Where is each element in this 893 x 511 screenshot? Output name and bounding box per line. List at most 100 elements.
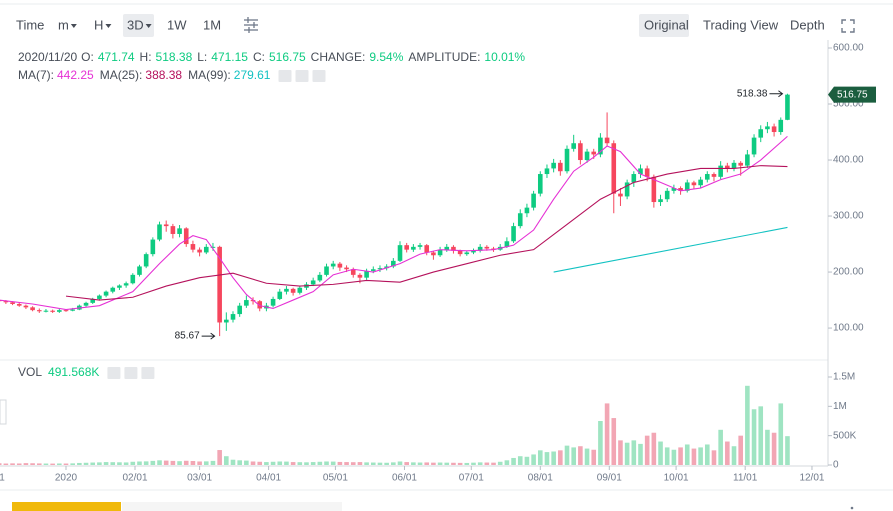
volume-bar bbox=[123, 462, 129, 465]
candle-body bbox=[324, 266, 329, 275]
volume-bar bbox=[497, 461, 503, 465]
candle-body bbox=[591, 151, 597, 155]
interval-button[interactable]: 1M bbox=[203, 17, 221, 32]
candle-body bbox=[143, 254, 149, 267]
candle-body bbox=[157, 224, 162, 240]
candle-body bbox=[504, 241, 510, 247]
volume-bar bbox=[103, 462, 109, 465]
header-text: 9.54% bbox=[369, 50, 403, 64]
view-button[interactable]: Depth bbox=[790, 17, 825, 32]
candle-body bbox=[424, 245, 430, 253]
candle-body bbox=[751, 137, 757, 155]
x-tick-label: 02/01 bbox=[122, 473, 147, 484]
volume-bar bbox=[457, 462, 463, 465]
x-tick-label: 03/01 bbox=[187, 473, 212, 484]
volume-bar bbox=[644, 435, 650, 465]
volume-bar bbox=[270, 461, 276, 465]
volume-bar bbox=[203, 461, 209, 465]
volume-bar bbox=[738, 435, 743, 465]
candle-body bbox=[163, 224, 169, 227]
candle-body bbox=[130, 274, 136, 284]
header-text: 516.75 bbox=[269, 50, 306, 64]
candle-body bbox=[658, 199, 663, 203]
candle-body bbox=[377, 268, 383, 270]
volume-bar bbox=[511, 457, 516, 465]
y-tick-label: 300.00 bbox=[833, 211, 864, 222]
candle-body bbox=[517, 213, 523, 227]
volume-bar bbox=[537, 450, 543, 465]
candle-body bbox=[344, 267, 349, 270]
moving-average bbox=[0, 135, 788, 311]
volume-bar bbox=[90, 462, 96, 465]
fullscreen-icon[interactable] bbox=[841, 19, 855, 33]
x-tick-label: 06/01 bbox=[392, 473, 417, 484]
tab[interactable] bbox=[122, 502, 342, 511]
volume-bar bbox=[190, 461, 196, 465]
candle-body bbox=[457, 250, 463, 255]
side-handle[interactable] bbox=[0, 399, 7, 425]
indicator-icon[interactable] bbox=[141, 367, 155, 379]
settings-icon[interactable] bbox=[244, 17, 258, 33]
indicator-icon[interactable] bbox=[278, 70, 292, 82]
candle-body bbox=[137, 266, 142, 275]
indicator-icon[interactable] bbox=[295, 70, 309, 82]
candle-body bbox=[551, 162, 556, 169]
volume-bar bbox=[330, 461, 336, 465]
active-tab[interactable] bbox=[12, 502, 121, 511]
volume-bar bbox=[598, 421, 603, 465]
interval-button[interactable]: m bbox=[58, 17, 69, 32]
candle-body bbox=[524, 207, 530, 214]
candle-body bbox=[771, 126, 777, 133]
header-text: L: bbox=[197, 50, 207, 64]
candle-body bbox=[16, 303, 22, 306]
candle-body bbox=[257, 301, 263, 309]
candle-body bbox=[664, 190, 670, 200]
volume-bar bbox=[785, 436, 790, 465]
candle-body bbox=[431, 252, 436, 256]
vol-tick-label: 1M bbox=[833, 401, 847, 412]
candle-body bbox=[103, 291, 109, 296]
header-text: AMPLITUDE: bbox=[408, 50, 480, 64]
candle-body bbox=[391, 260, 396, 267]
view-button[interactable]: Trading View bbox=[703, 17, 779, 32]
candle-body bbox=[270, 298, 276, 306]
price-tag-label: 516.75 bbox=[837, 89, 868, 100]
candle-body bbox=[36, 310, 42, 312]
header-text: 471.74 bbox=[98, 50, 135, 64]
interval-button[interactable]: 1W bbox=[167, 17, 187, 32]
indicator-icon[interactable] bbox=[107, 367, 121, 379]
candle-body bbox=[558, 162, 563, 172]
interval-button[interactable]: 3D bbox=[127, 17, 144, 32]
volume-bar bbox=[16, 463, 22, 465]
candle-body bbox=[297, 287, 303, 293]
candle-body bbox=[357, 274, 363, 278]
candle-body bbox=[90, 298, 96, 303]
candle-body bbox=[350, 269, 356, 275]
moving-average bbox=[65, 165, 788, 301]
view-button[interactable]: Original bbox=[644, 17, 689, 32]
y-tick-label: 600.00 bbox=[833, 43, 864, 54]
candle-body bbox=[651, 176, 657, 203]
volume-bar bbox=[391, 462, 396, 465]
candle-body bbox=[738, 162, 743, 166]
candle-body bbox=[230, 314, 236, 320]
interval-button[interactable]: Time bbox=[16, 17, 44, 32]
volume-bar bbox=[778, 403, 784, 465]
indicator-icon[interactable] bbox=[124, 367, 138, 379]
candle-body bbox=[244, 300, 249, 306]
volume-bar bbox=[684, 444, 690, 465]
volume-bar bbox=[284, 461, 289, 465]
volume-bar bbox=[437, 462, 443, 465]
volume-bar bbox=[324, 461, 329, 465]
volume-bar bbox=[658, 441, 663, 465]
interval-button[interactable]: H bbox=[94, 17, 103, 32]
volume-bar bbox=[571, 447, 576, 465]
volume-bar bbox=[143, 461, 149, 465]
candle-body bbox=[411, 246, 416, 250]
volume-bar bbox=[491, 462, 496, 465]
volume-bar bbox=[43, 463, 49, 465]
indicator-icon[interactable] bbox=[312, 70, 326, 82]
volume-bar bbox=[310, 462, 316, 465]
volume-bar bbox=[725, 441, 730, 465]
